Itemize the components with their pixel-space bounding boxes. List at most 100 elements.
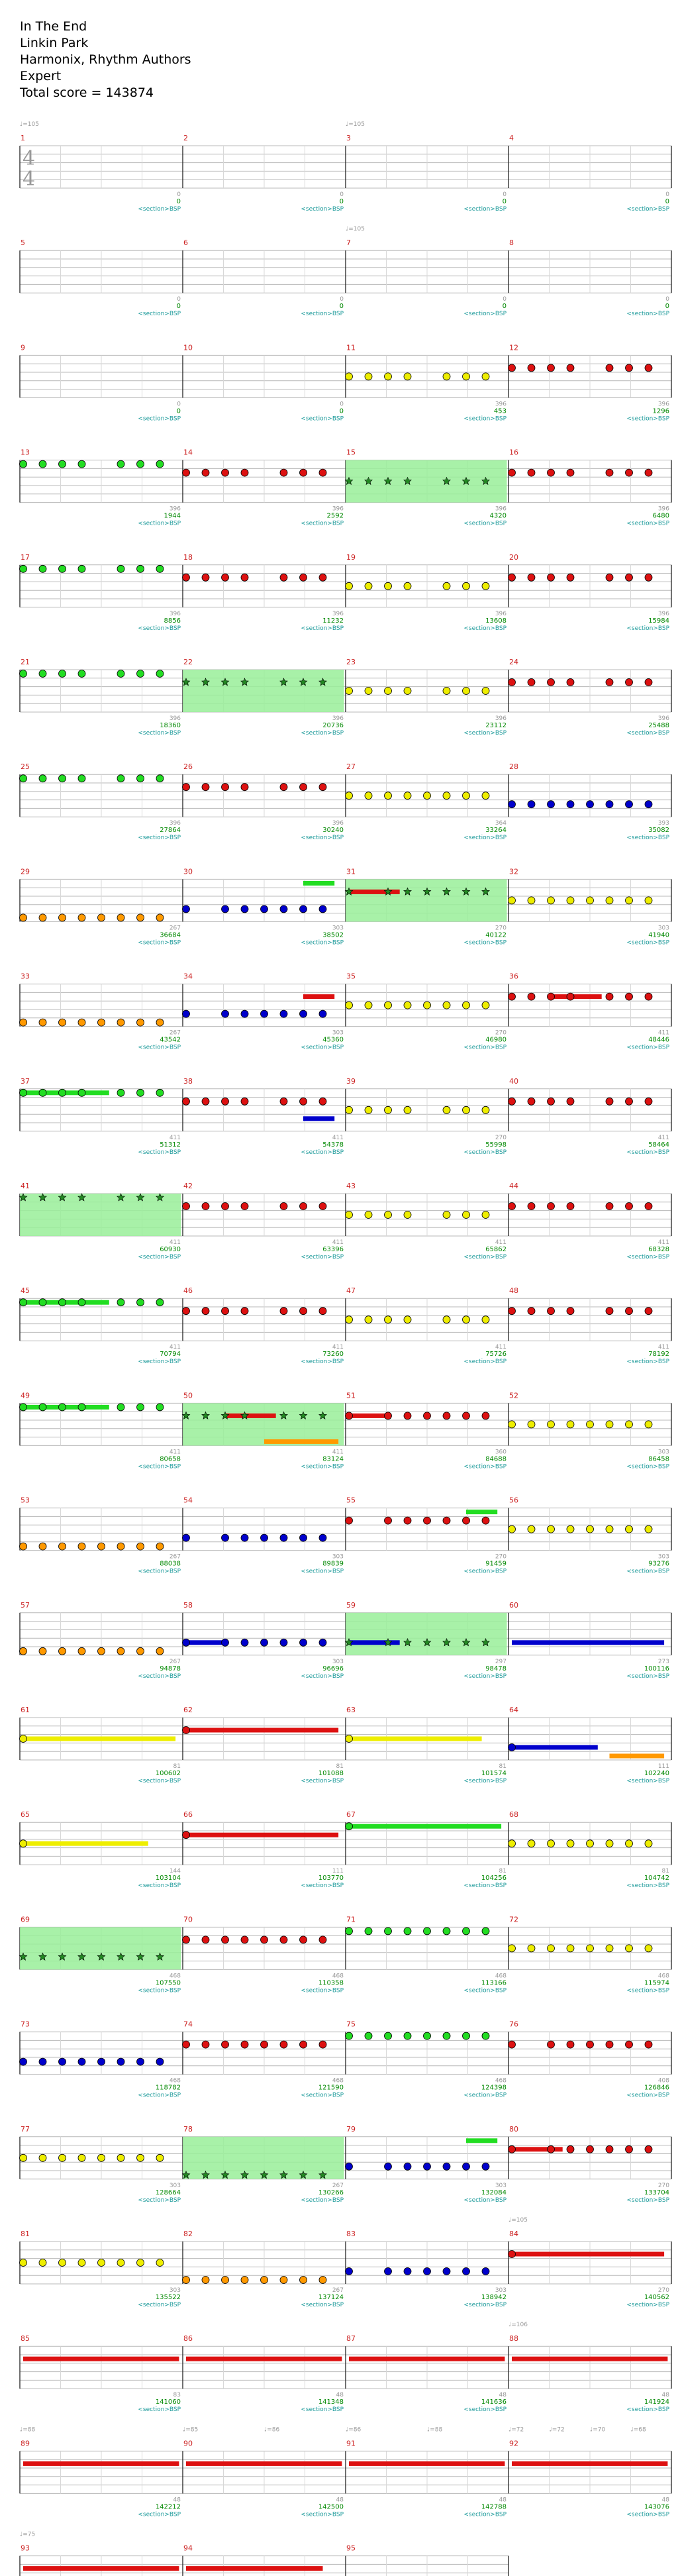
starpower-phrase xyxy=(183,670,344,712)
measure-score: 0 xyxy=(177,407,181,415)
note-gem xyxy=(508,678,516,686)
measure-score: 20736 xyxy=(322,722,344,729)
note-count: 0 xyxy=(503,191,507,198)
section-label: <section>BSP xyxy=(626,2092,669,2099)
note-gem xyxy=(58,564,66,573)
note-gem xyxy=(345,2267,353,2275)
star-note xyxy=(442,476,451,486)
section-label: <section>BSP xyxy=(138,2511,181,2518)
note-gem xyxy=(58,913,66,922)
star-note xyxy=(240,678,249,686)
note-count: 411 xyxy=(495,1344,507,1351)
note-gem xyxy=(117,1647,125,1655)
note-gem xyxy=(156,670,164,678)
note-gem xyxy=(182,905,190,913)
note-gem xyxy=(345,687,353,695)
note-gem xyxy=(318,573,327,582)
note-gem xyxy=(182,1097,190,1106)
section-label: <section>BSP xyxy=(463,1463,507,1470)
note-gem xyxy=(403,1001,412,1009)
measure-score: 0 xyxy=(665,198,669,205)
note-gem xyxy=(240,1935,249,1944)
measure-score: 51312 xyxy=(160,1141,181,1149)
note-gem xyxy=(605,1420,614,1429)
time-signature-top: 4 xyxy=(23,147,35,170)
star-note xyxy=(318,1411,327,1419)
note-count: 411 xyxy=(170,1449,181,1455)
sustain-tail xyxy=(551,994,602,1000)
measure-score: 115974 xyxy=(644,1979,669,1986)
star-note xyxy=(461,1638,471,1647)
note-gem xyxy=(240,1202,249,1210)
note-gem xyxy=(364,1106,373,1114)
note-gem xyxy=(384,1001,392,1009)
measure: 800<section>BSP xyxy=(508,238,672,317)
note-gem xyxy=(97,1542,105,1551)
note-gem xyxy=(318,1533,327,1542)
note-count: 396 xyxy=(170,506,181,513)
note-gem xyxy=(527,1420,536,1429)
section-label: <section>BSP xyxy=(463,1673,507,1680)
note-gem xyxy=(462,1412,470,1420)
note-gem xyxy=(19,1542,27,1551)
note-gem xyxy=(201,2276,210,2284)
note-count: 297 xyxy=(495,1659,507,1665)
note-gem xyxy=(442,1927,451,1935)
note-gem xyxy=(240,1307,249,1315)
note-count: 411 xyxy=(658,1239,669,1246)
sustain-tail xyxy=(609,1753,665,1759)
section-label: <section>BSP xyxy=(301,2197,344,2204)
section-label: <section>BSP xyxy=(626,730,669,737)
measure: 400<section>BSP xyxy=(508,134,672,213)
star-note xyxy=(181,1411,191,1419)
note-gem xyxy=(527,573,536,582)
note-gem xyxy=(481,792,490,800)
section-label: <section>BSP xyxy=(138,1463,181,1470)
measure-number: 48 xyxy=(509,1286,518,1295)
note-gem xyxy=(156,2153,164,2162)
note-gem xyxy=(345,582,353,590)
note-gem xyxy=(58,670,66,678)
measure-number: 94 xyxy=(183,2544,193,2553)
note-gem xyxy=(260,2040,268,2049)
note-gem xyxy=(566,992,575,1001)
note-gem xyxy=(625,2145,633,2153)
measure: 500<section>BSP xyxy=(19,238,183,317)
measure-number: 18 xyxy=(183,553,193,562)
note-gem xyxy=(481,2267,490,2275)
measure-score: 100602 xyxy=(156,1770,181,1777)
note-gem xyxy=(279,1009,288,1018)
note-count: 364 xyxy=(495,820,507,827)
note-count: 48 xyxy=(662,2392,670,2398)
sustain-tail xyxy=(512,1640,665,1645)
section-label: <section>BSP xyxy=(463,521,507,527)
note-gem xyxy=(586,896,594,905)
note-gem xyxy=(462,1106,470,1114)
note-gem xyxy=(97,2153,105,2162)
starpower-phrase xyxy=(346,1612,507,1655)
note-gem xyxy=(182,1533,190,1542)
note-gem xyxy=(240,573,249,582)
note-gem xyxy=(423,2267,431,2275)
note-gem xyxy=(299,1009,307,1018)
section-label: <section>BSP xyxy=(626,521,669,527)
note-gem xyxy=(201,1097,210,1106)
note-count: 396 xyxy=(658,506,669,513)
note-gem xyxy=(136,1018,144,1027)
starpower-phrase xyxy=(346,460,507,503)
note-gem xyxy=(38,774,47,783)
note-gem xyxy=(136,2259,144,2267)
note-gem xyxy=(182,1831,190,1839)
note-count: 396 xyxy=(332,611,344,617)
section-label: <section>BSP xyxy=(463,835,507,841)
measure-score: 141348 xyxy=(318,2398,344,2406)
measure-number: 28 xyxy=(509,762,518,771)
sustain-tail xyxy=(23,1404,109,1410)
note-gem xyxy=(586,1839,594,1848)
note-count: 81 xyxy=(336,1763,344,1770)
